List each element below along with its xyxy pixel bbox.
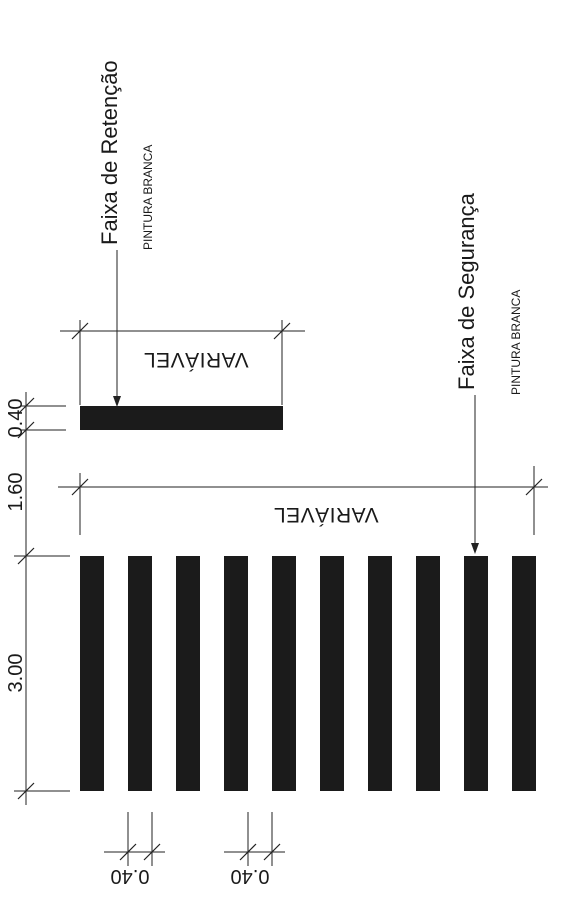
retencao-title: Faixa de Retenção bbox=[97, 60, 122, 245]
seguranca-arrow-head bbox=[471, 543, 479, 554]
variavel-mid-label: VARIÁVEL bbox=[273, 503, 378, 526]
crosswalk-stripe-2 bbox=[128, 556, 152, 791]
dim-040-retencao: 0.40 bbox=[5, 399, 27, 438]
crosswalk-stripe-8 bbox=[416, 556, 440, 791]
variavel-top-tick-right bbox=[273, 322, 291, 340]
seguranca-title: Faixa de Segurança bbox=[454, 192, 479, 390]
seguranca-subtitle: PINTURA BRANCA bbox=[509, 290, 523, 395]
variavel-top-label: VARIÁVEL bbox=[143, 348, 248, 371]
variavel-top-tick-left bbox=[71, 322, 89, 340]
dim-300: 3.00 bbox=[5, 654, 27, 693]
crosswalk-stripes bbox=[80, 556, 536, 791]
crosswalk-stripe-1 bbox=[80, 556, 104, 791]
crosswalk-stripe-6 bbox=[320, 556, 344, 791]
crosswalk-stripe-9 bbox=[464, 556, 488, 791]
tick-1 bbox=[17, 397, 35, 415]
dim-040-stripe: 0.40 bbox=[111, 865, 150, 887]
retencao-subtitle: PINTURA BRANCA bbox=[141, 145, 155, 250]
bottom-dim-1 bbox=[104, 812, 165, 866]
bottom-dim-2 bbox=[224, 812, 285, 866]
dim-040-gap: 0.40 bbox=[231, 865, 270, 887]
crosswalk-stripe-10 bbox=[512, 556, 536, 791]
retencao-arrow-head bbox=[113, 396, 121, 407]
variavel-mid-tick-right bbox=[525, 478, 543, 496]
crosswalk-stripe-3 bbox=[176, 556, 200, 791]
crosswalk-stripe-5 bbox=[272, 556, 296, 791]
crosswalk-stripe-4 bbox=[224, 556, 248, 791]
variavel-mid-tick-left bbox=[71, 478, 89, 496]
crosswalk-stripe-7 bbox=[368, 556, 392, 791]
retention-bar bbox=[80, 406, 283, 430]
tick-4 bbox=[17, 782, 35, 800]
tick-2 bbox=[17, 421, 35, 439]
tick-3 bbox=[17, 547, 35, 565]
dim-160: 1.60 bbox=[5, 473, 27, 512]
